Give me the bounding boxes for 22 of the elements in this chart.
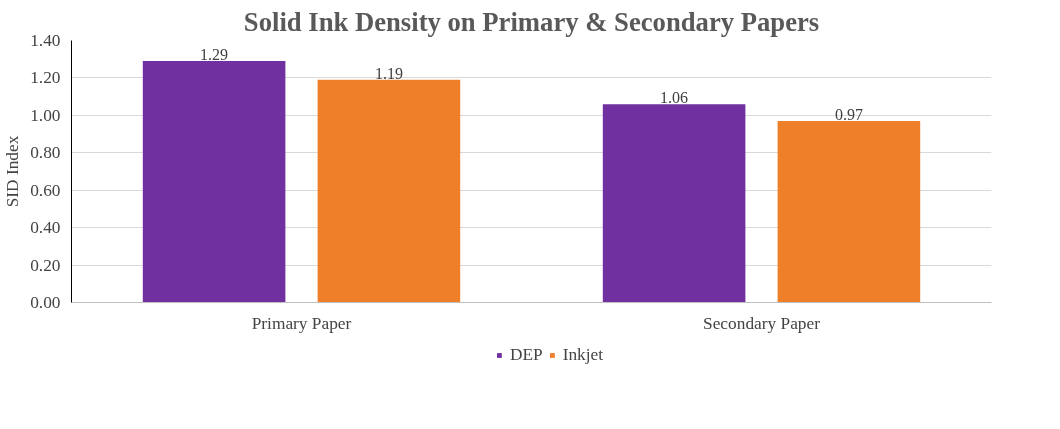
- bar: [602, 104, 746, 303]
- bar: [317, 79, 461, 303]
- y-tick-label: 0.40: [30, 218, 61, 238]
- data-label: 1.29: [200, 46, 229, 64]
- bar: [142, 61, 286, 303]
- legend-label: Inkjet: [562, 345, 604, 365]
- y-tick-label: 0.60: [30, 180, 61, 200]
- y-tick-label: 1.00: [30, 105, 61, 125]
- x-tick-label: Primary Paper: [251, 313, 352, 333]
- y-tick-label: 1.20: [30, 68, 61, 88]
- data-label: 0.97: [834, 105, 863, 123]
- chart-title: Solid Ink Density on Primary & Secondary Papers: [243, 6, 820, 37]
- y-axis-title: SID Index: [3, 135, 23, 208]
- data-label: 1.19: [374, 64, 403, 82]
- x-tick-label: Secondary Paper: [703, 313, 821, 333]
- y-tick-label: 0.00: [30, 293, 61, 312]
- legend-label: DEP: [509, 345, 543, 365]
- data-label: 1.06: [660, 89, 689, 107]
- y-tick-label: 0.20: [30, 255, 61, 275]
- y-tick-label: 0.80: [30, 143, 61, 163]
- y-tick-label: 1.40: [30, 31, 61, 50]
- bar: [777, 120, 921, 303]
